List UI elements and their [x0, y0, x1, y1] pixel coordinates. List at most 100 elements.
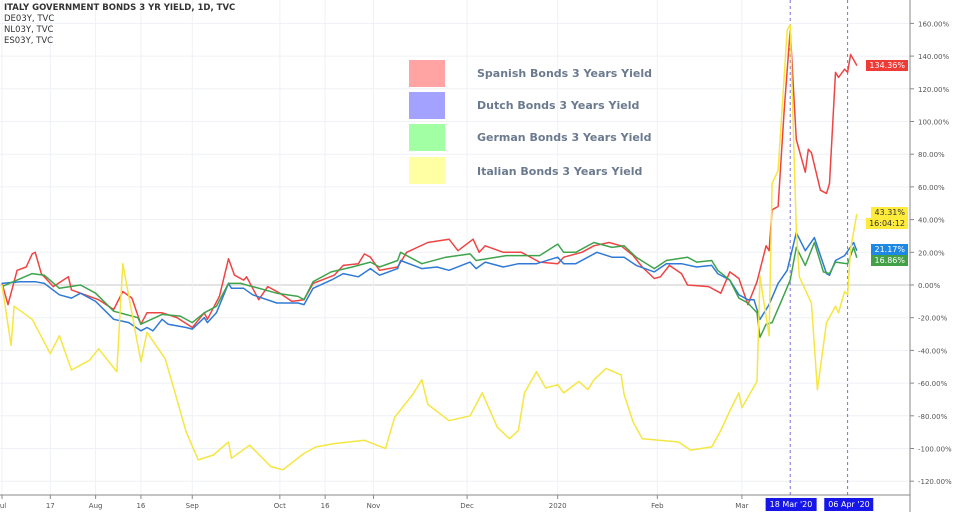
- data-point: [850, 53, 852, 56]
- data-point: [557, 243, 559, 245]
- data-point: [227, 258, 230, 260]
- legend-label-dutch: Dutch Bonds 3 Years Yield: [477, 99, 640, 112]
- data-point: [738, 297, 740, 299]
- data-point: [267, 286, 269, 288]
- data-point: [834, 259, 837, 262]
- data-point: [448, 238, 450, 240]
- data-point: [502, 251, 504, 253]
- data-point: [233, 274, 236, 276]
- data-point: [505, 254, 507, 257]
- data-point: [98, 299, 100, 301]
- data-point: [686, 256, 689, 258]
- data-point: [230, 457, 233, 459]
- data-point: [677, 441, 680, 443]
- series-line-spanish-group: [1, 29, 858, 329]
- price-label-spanish: 134.36%: [866, 60, 908, 71]
- data-point: [795, 138, 797, 141]
- data-point: [517, 429, 520, 432]
- data-point: [297, 295, 299, 298]
- data-point: [756, 312, 758, 314]
- data-point: [206, 318, 208, 320]
- data-point: [146, 331, 148, 334]
- data-point: [58, 294, 60, 296]
- x-tick-label: 16: [136, 502, 145, 510]
- data-point: [729, 279, 731, 281]
- data-point: [472, 238, 474, 240]
- symbol-nl03y[interactable]: NL03Y, TVC: [4, 25, 54, 35]
- data-point: [828, 183, 831, 185]
- data-point: [777, 282, 779, 284]
- data-point: [52, 286, 54, 288]
- data-point: [795, 246, 797, 248]
- data-point: [856, 256, 858, 259]
- data-point: [575, 263, 577, 265]
- data-point: [847, 294, 849, 296]
- data-point: [696, 266, 698, 268]
- data-point: [717, 269, 719, 271]
- data-point: [765, 245, 767, 247]
- data-point: [538, 254, 541, 257]
- data-point: [79, 284, 82, 286]
- data-point: [508, 438, 510, 440]
- data-point: [481, 392, 483, 394]
- data-point: [457, 250, 459, 252]
- data-point: [116, 371, 118, 373]
- data-point: [747, 302, 749, 304]
- symbol-es03y[interactable]: ES03Y, TVC: [4, 36, 54, 46]
- data-point: [759, 318, 761, 320]
- data-point: [58, 335, 60, 337]
- data-point: [596, 251, 598, 253]
- data-point: [412, 393, 414, 396]
- data-point: [853, 246, 855, 248]
- data-point: [798, 276, 800, 278]
- data-point: [173, 389, 175, 391]
- data-point: [212, 454, 214, 456]
- data-point: [717, 272, 719, 275]
- data-point: [837, 312, 840, 314]
- data-point: [777, 205, 779, 208]
- data-point: [243, 287, 245, 289]
- symbol-de03y[interactable]: DE03Y, TVC: [4, 14, 55, 24]
- y-tick-label: -40.00%: [918, 347, 948, 355]
- data-point: [113, 308, 115, 311]
- data-point: [34, 251, 36, 253]
- data-point: [357, 263, 359, 265]
- y-tick-label: -60.00%: [918, 380, 948, 388]
- data-point: [605, 367, 607, 369]
- data-point: [40, 272, 42, 275]
- data-point: [88, 359, 91, 361]
- data-point: [611, 246, 613, 248]
- y-tick-label: 60.00%: [918, 184, 945, 192]
- y-tick-label: 140.00%: [918, 53, 949, 61]
- data-point: [789, 279, 791, 281]
- data-point: [179, 315, 181, 317]
- data-point: [43, 282, 45, 284]
- data-point: [384, 447, 387, 450]
- data-point: [70, 369, 73, 371]
- data-point: [427, 241, 429, 244]
- data-point: [167, 323, 169, 325]
- data-point: [837, 76, 840, 78]
- data-point: [738, 392, 740, 394]
- data-point: [7, 304, 9, 306]
- x-tick-label: Dec: [460, 502, 474, 510]
- data-point: [394, 416, 396, 419]
- data-point: [523, 392, 526, 394]
- data-point: [653, 268, 655, 270]
- series-line-german: [1, 241, 858, 339]
- data-point: [469, 415, 471, 417]
- price-label-dutch: 21.17%: [871, 244, 908, 255]
- data-point: [581, 251, 583, 253]
- data-point: [164, 357, 166, 360]
- x-tick-label: Nov: [367, 502, 381, 510]
- data-point: [421, 268, 423, 270]
- chart-title: ITALY GOVERNMENT BONDS 3 YR YIELD, 1D, T…: [4, 3, 236, 13]
- series-line-italian-group: [1, 24, 858, 471]
- data-point: [804, 264, 806, 266]
- data-point: [843, 254, 846, 257]
- data-point: [759, 336, 761, 338]
- legend-swatch-spanish: [409, 60, 445, 87]
- data-point: [834, 261, 837, 263]
- data-point: [708, 286, 710, 288]
